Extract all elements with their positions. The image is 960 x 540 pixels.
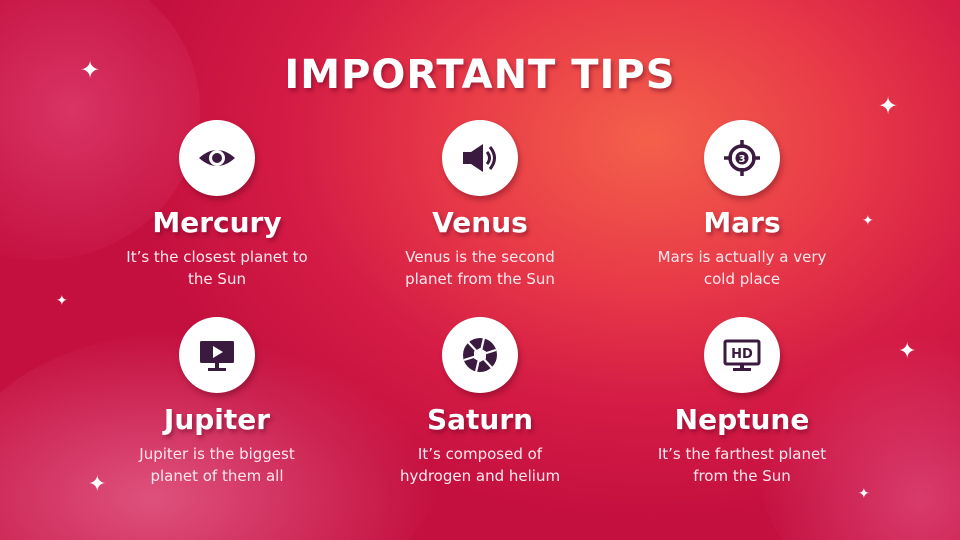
icon-circle (442, 120, 518, 196)
eye-icon (199, 150, 235, 166)
tip-card-venus: Venus Venus is the second planet from th… (360, 120, 600, 290)
icon-circle (442, 317, 518, 393)
planet-name: Mars (703, 206, 781, 239)
planet-name: Jupiter (163, 403, 271, 436)
planet-name: Venus (432, 206, 528, 239)
planet-name: Neptune (674, 403, 810, 436)
planet-description: It’s composed of hydrogen and helium (399, 445, 561, 485)
icon-circle (179, 120, 255, 196)
sparkle-icon: ✦ (88, 472, 107, 497)
tip-card-saturn: Saturn It’s composed of hydrogen and hel… (360, 317, 600, 487)
planet-name: Saturn (426, 403, 534, 436)
planet-description: It’s the farthest planet from the Sun (657, 445, 827, 485)
speaker-icon (463, 144, 496, 172)
sparkle-icon: ✦ (862, 213, 874, 229)
hd-monitor-icon: HD (723, 339, 761, 371)
sparkle-icon: ✦ (878, 92, 899, 120)
slide-title: IMPORTANT TIPS (284, 52, 676, 98)
icon-circle: 3 (704, 120, 780, 196)
tip-card-neptune: HD Neptune It’s the farthest planet from… (622, 317, 862, 487)
sparkle-icon: ✦ (898, 339, 917, 364)
tip-card-jupiter: Jupiter Jupiter is the biggest planet of… (97, 317, 337, 487)
aperture-icon (463, 337, 497, 373)
planet-description: Jupiter is the biggest planet of them al… (139, 445, 295, 485)
sparkle-icon: ✦ (858, 486, 870, 502)
icon-circle: HD (704, 317, 780, 393)
play-screen-icon (200, 341, 234, 371)
planet-description: It’s the closest planet to the Sun (126, 248, 308, 288)
sparkle-icon: ✦ (56, 293, 68, 309)
planet-description: Mars is actually a very cold place (657, 248, 827, 288)
svg-text:HD: HD (731, 347, 753, 362)
tip-card-mars: 3 Mars Mars is actually a very cold plac… (622, 120, 862, 290)
target-icon: 3 (724, 140, 760, 176)
icon-circle (179, 317, 255, 393)
svg-text:3: 3 (739, 154, 746, 165)
sparkle-icon: ✦ (80, 56, 101, 84)
tip-card-mercury: Mercury It’s the closest planet to the S… (97, 120, 337, 290)
planet-description: Venus is the second planet from the Sun (405, 248, 555, 288)
planet-name: Mercury (152, 206, 282, 239)
